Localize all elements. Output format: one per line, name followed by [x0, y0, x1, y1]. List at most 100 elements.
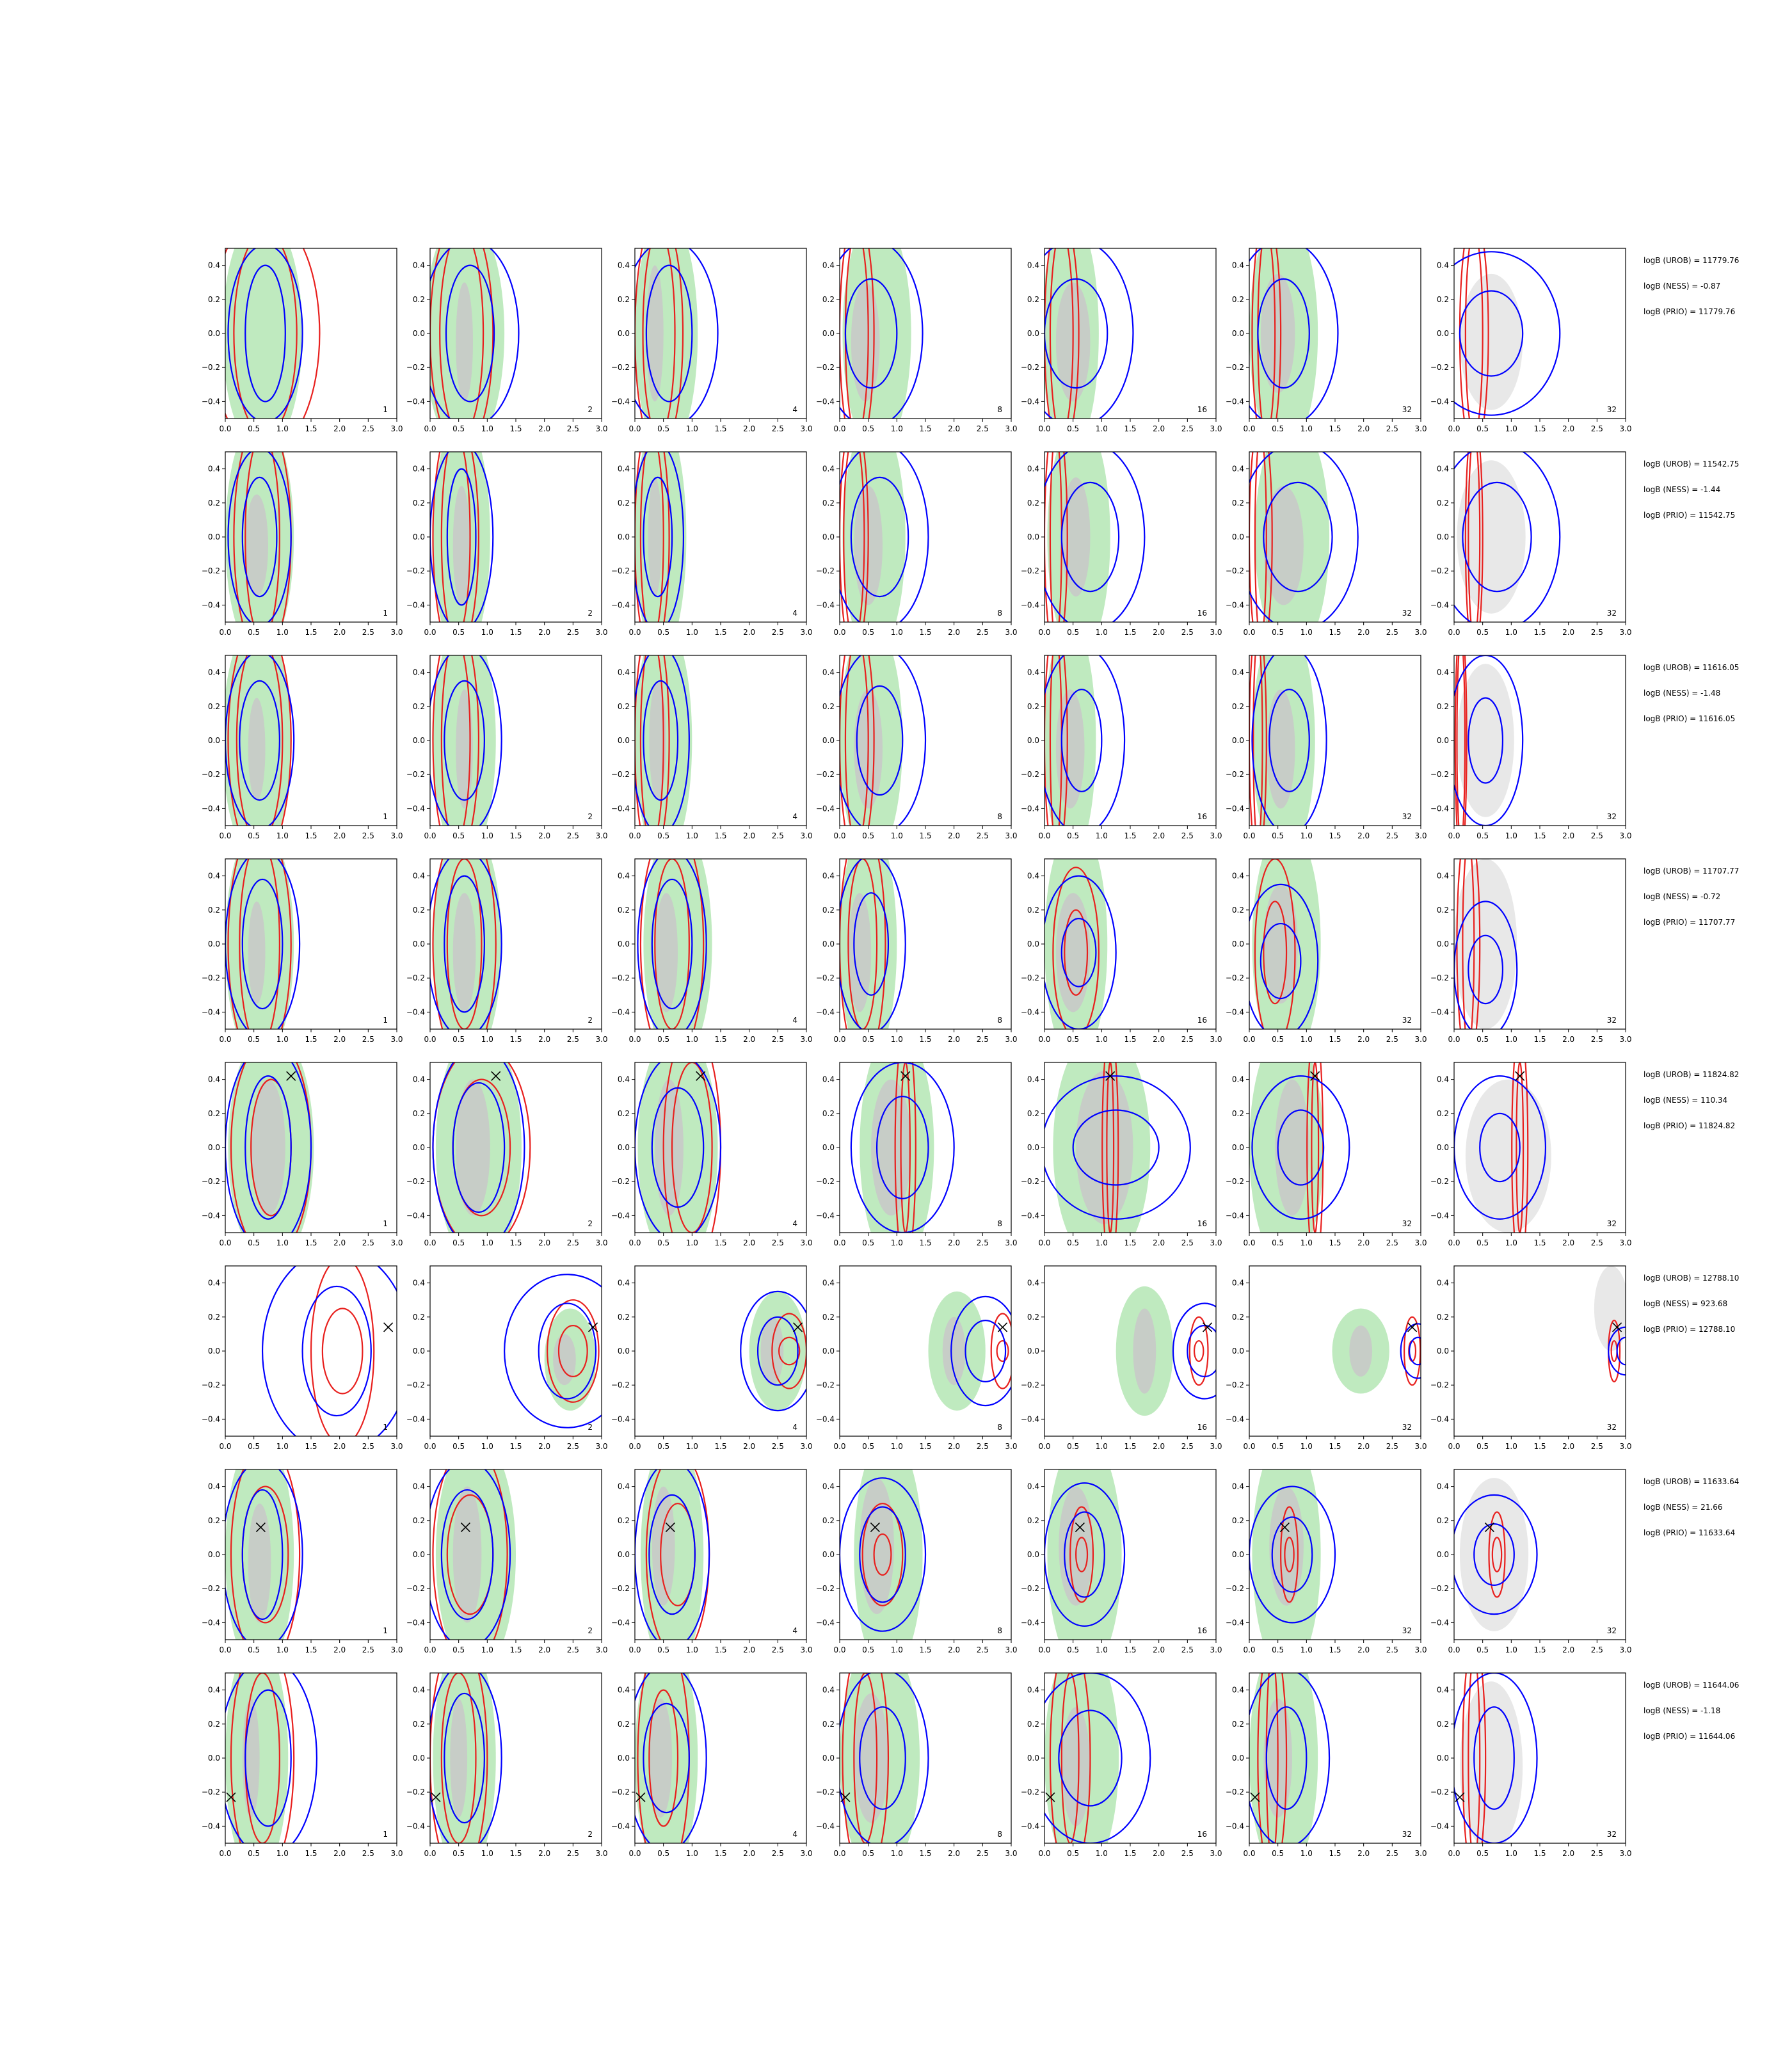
x-tick-label: 0.0 [1243, 831, 1255, 840]
blue-contour-inner [452, 1082, 506, 1213]
x-tick-label: 1.0 [481, 1238, 493, 1247]
blue-contour-outer [840, 655, 927, 826]
x-tick-label: 2.5 [1181, 831, 1194, 840]
red-contour-inner [873, 1533, 892, 1576]
y-tick-label: 0.4 [1437, 872, 1449, 881]
blue-contour-outer [1251, 655, 1327, 826]
x-tick-label: 2.0 [1562, 628, 1574, 637]
red-contour-inner [1311, 1062, 1320, 1233]
panel-count-label: 32 [1402, 1016, 1412, 1025]
y-tick-label: 0.0 [208, 940, 220, 948]
y-tick-label: 0.0 [618, 1347, 630, 1356]
blue-contour-inner [1479, 1112, 1521, 1183]
x-tick-label: 0.5 [862, 1238, 874, 1247]
x-tick-label: 0.0 [219, 424, 231, 433]
x-tick-label: 2.0 [743, 1645, 755, 1654]
x-tick-label: 1.5 [714, 628, 726, 637]
y-tick-label: 0.4 [1232, 668, 1244, 677]
y-tick-label: 0.2 [413, 1109, 425, 1118]
x-tick-label: 0.5 [862, 1849, 874, 1858]
x-tick-label: 1.5 [714, 831, 726, 840]
red-contour-outer [635, 248, 684, 419]
x-tick-label: 0.0 [424, 424, 436, 433]
x-tick-label: 0.5 [657, 1238, 669, 1247]
y-tick-label: 0.2 [618, 702, 630, 711]
y-tick-label: −0.2 [406, 1177, 425, 1186]
blue-contour-outer [225, 655, 295, 826]
y-tick-label: −0.4 [406, 1007, 425, 1016]
x-tick-label: 1.5 [1533, 1238, 1546, 1247]
grey-density-fill [1459, 1478, 1529, 1631]
blue-contour-outer [225, 1673, 318, 1843]
grey-density-fill [1061, 477, 1091, 597]
grey-density-fill [1061, 1707, 1091, 1827]
y-tick-label: −0.2 [1430, 363, 1449, 372]
y-tick-label: −0.2 [1021, 1788, 1039, 1796]
x-tick-label: 3.0 [800, 1035, 812, 1044]
y-tick-label: 0.2 [208, 295, 220, 304]
blue-contour-inner [1064, 1511, 1105, 1598]
x-tick-label: 2.5 [1181, 424, 1194, 433]
x-tick-label: 0.0 [1448, 1035, 1460, 1044]
blue-contour-inner [1616, 1336, 1626, 1366]
x-tick-label: 3.0 [595, 628, 607, 637]
y-tick-label: −0.4 [1430, 804, 1449, 813]
red-contour-outer [310, 1266, 375, 1436]
blue-contour-inner [444, 1692, 485, 1824]
panel-count-label: 8 [997, 609, 1002, 618]
blue-contour-inner [1462, 481, 1532, 593]
plot-area [1454, 1062, 1551, 1233]
blue-contour-outer [1044, 248, 1134, 419]
y-tick-label: 0.4 [618, 1482, 630, 1491]
x-tick-label: 2.5 [567, 1849, 579, 1858]
y-tick-label: −0.2 [611, 363, 630, 372]
x-tick-label: 2.5 [1386, 628, 1398, 637]
x-tick-label: 2.5 [362, 424, 374, 433]
x-tick-label: 3.0 [1414, 1238, 1427, 1247]
x-tick-label: 0.0 [1038, 1849, 1050, 1858]
x-tick-label: 1.0 [481, 424, 493, 433]
grey-density-fill [248, 901, 266, 1004]
y-tick-label: −0.4 [202, 1211, 220, 1220]
x-tick-label: 1.0 [891, 1645, 903, 1654]
y-tick-label: −0.2 [1021, 1380, 1039, 1389]
y-tick-label: 0.4 [413, 1482, 425, 1491]
red-contour-inner [1491, 1537, 1503, 1572]
x-tick-label: 0.5 [1272, 1035, 1284, 1044]
red-contour-outer [990, 1313, 1011, 1389]
grey-density-fill [648, 477, 662, 597]
y-tick-label: 0.2 [618, 295, 630, 304]
plot-area [1116, 1286, 1216, 1416]
x-tick-label: 0.0 [1038, 1442, 1050, 1451]
y-tick-label: 0.0 [413, 1347, 425, 1356]
y-tick-label: 0.4 [822, 1482, 835, 1491]
blue-contour-inner [859, 1506, 906, 1603]
x-tick-label: 1.5 [1124, 1849, 1136, 1858]
y-tick-label: 0.2 [1437, 1516, 1449, 1525]
blue-contour-outer [1044, 1673, 1151, 1843]
y-tick-label: 0.2 [822, 1313, 835, 1322]
x-tick-label: 3.0 [390, 1238, 403, 1247]
x-tick-label: 0.0 [219, 831, 231, 840]
blue-contour-outer [430, 248, 520, 419]
y-tick-label: 0.0 [1437, 736, 1449, 745]
red-contour-inner [446, 859, 483, 1029]
y-tick-label: −0.4 [406, 804, 425, 813]
x-tick-label: 0.5 [1067, 628, 1079, 637]
panel-r1-c1: 0.0 0.5 1.0 1.5 2.0 2.5 3.0 −0.4 −0.2 0.0 0.2 0.4 1 [202, 248, 403, 433]
red-contour-inner [1468, 452, 1481, 622]
logb-annotation: logB (UROB) = 12788.10 [1644, 1274, 1740, 1283]
blue-contour-outer [635, 655, 690, 826]
panel-r3-c4: 0.0 0.5 1.0 1.5 2.0 2.5 3.0 −0.4 −0.2 0.0 0.2 0.4 8 [816, 655, 1018, 840]
plot-area [1249, 655, 1327, 826]
y-tick-label: −0.2 [406, 770, 425, 779]
y-tick-label: 0.0 [1232, 532, 1244, 541]
blue-contour-outer [1400, 1323, 1421, 1379]
y-tick-label: 0.0 [1232, 736, 1244, 745]
blue-contour-inner [651, 878, 693, 1010]
red-contour-outer [1044, 452, 1068, 622]
grey-density-fill [1055, 893, 1091, 1012]
blue-contour-outer [1044, 452, 1146, 622]
y-tick-label: −0.2 [406, 1584, 425, 1593]
y-tick-label: −0.4 [611, 600, 630, 609]
